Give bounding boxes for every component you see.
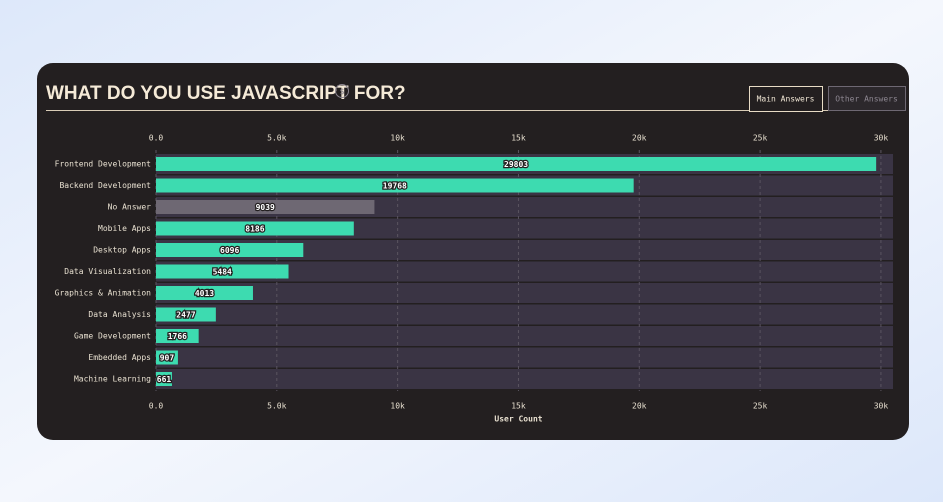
value-label: 2477 — [176, 311, 195, 320]
bar — [156, 286, 253, 300]
value-label: 907 — [160, 354, 175, 363]
category-label: Desktop Apps — [93, 246, 151, 255]
bar — [156, 200, 375, 214]
value-label: 1766 — [168, 332, 187, 341]
chart-title: WHAT DO YOU USE JAVASCRIPT FOR? — [46, 83, 406, 104]
category-label: No Answer — [108, 203, 152, 212]
category-label: Backend Development — [59, 181, 151, 190]
row-band — [156, 261, 893, 282]
x-tick-label: 10k — [390, 402, 405, 411]
category-label: Embedded Apps — [88, 353, 151, 362]
value-label: 5484 — [213, 268, 232, 277]
x-tick-label: 25k — [753, 402, 768, 411]
row-band — [156, 369, 893, 389]
x-tick-label-top: 10k — [390, 134, 405, 143]
row-band — [156, 283, 893, 303]
info-icon-glyph: $ — [340, 87, 345, 96]
row-band — [156, 304, 893, 325]
x-tick-label: 5.0k — [267, 402, 286, 411]
value-label: 4013 — [195, 289, 214, 298]
tab[interactable] — [749, 86, 823, 112]
row-band — [156, 347, 893, 368]
value-label: 661 — [157, 375, 172, 384]
x-tick-label-top: 20k — [632, 134, 647, 143]
x-tick-label-top: 30k — [874, 134, 889, 143]
bar — [156, 243, 304, 257]
value-label: 29803 — [504, 160, 528, 169]
info-icon — [335, 84, 349, 98]
value-label: 6096 — [220, 246, 239, 255]
x-tick-label: 0.0 — [149, 402, 164, 411]
category-label: Game Development — [74, 332, 151, 341]
tab[interactable] — [828, 86, 906, 111]
category-label: Data Visualization — [64, 267, 151, 276]
x-tick-label-top: 25k — [753, 134, 768, 143]
row-band — [156, 240, 893, 260]
tab-label[interactable]: Other Answers — [835, 95, 898, 104]
value-label: 19768 — [383, 182, 407, 191]
category-label: Mobile Apps — [98, 224, 151, 233]
x-tick-label-top: 0.0 — [149, 134, 164, 143]
bar — [156, 178, 634, 193]
x-tick-label: 30k — [874, 402, 889, 411]
bar — [156, 372, 172, 386]
category-label: Frontend Development — [55, 160, 152, 169]
x-tick-label-top: 5.0k — [267, 134, 286, 143]
bar — [156, 157, 877, 171]
row-band — [156, 326, 893, 346]
category-label: Machine Learning — [74, 375, 151, 384]
category-label: Graphics & Animation — [55, 289, 152, 298]
value-label: 9039 — [256, 203, 275, 212]
x-axis-title: User Count — [494, 415, 542, 424]
bar — [156, 307, 216, 322]
bar — [156, 350, 178, 365]
category-label: Data Analysis — [88, 310, 151, 319]
x-tick-label-top: 15k — [511, 134, 526, 143]
bar — [156, 221, 354, 236]
x-tick-label: 20k — [632, 402, 647, 411]
bar — [156, 264, 289, 279]
value-label: 8186 — [245, 225, 264, 234]
x-tick-label: 15k — [511, 402, 526, 411]
tab-label[interactable]: Main Answers — [757, 95, 815, 104]
bar — [156, 329, 199, 343]
